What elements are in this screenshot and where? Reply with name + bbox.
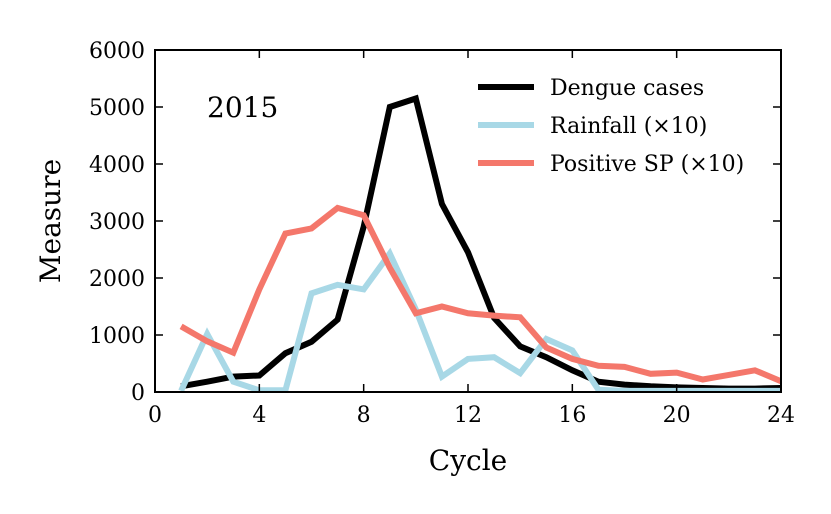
x-axis-label: Cycle	[429, 444, 507, 477]
legend: Dengue cases Rainfall (×10) Positive SP (×…	[478, 76, 744, 177]
ticks-layer: 0 4 8 12 16 20 24 0 1000 2000 3000 4000 5000 6000	[89, 39, 795, 428]
series-line-2	[179, 204, 781, 384]
x-tick-label: 12	[454, 403, 482, 428]
y-tick-label: 6000	[89, 39, 145, 64]
x-tick-label: 24	[767, 403, 795, 428]
y-tick-label: 0	[131, 381, 145, 406]
series-line-0	[180, 94, 781, 392]
x-tick-label: 0	[148, 403, 162, 428]
y-tick-label: 1000	[89, 324, 145, 349]
y-axis-label: Measure	[34, 159, 67, 283]
x-tick-label: 4	[252, 403, 266, 428]
x-tick-label: 16	[558, 403, 586, 428]
legend-label-2: Positive SP (×10)	[550, 152, 744, 177]
y-tick-label: 4000	[89, 153, 145, 178]
x-tick-label: 20	[663, 403, 691, 428]
series-line-1	[178, 247, 781, 392]
y-tick-label: 5000	[89, 96, 145, 121]
y-tick-label: 3000	[89, 210, 145, 235]
year-annotation: 2015	[207, 91, 278, 124]
series-layer	[178, 94, 781, 392]
legend-label-1: Rainfall (×10)	[550, 114, 707, 139]
x-tick-label: 8	[357, 403, 371, 428]
y-tick-label: 2000	[89, 267, 145, 292]
legend-label-0: Dengue cases	[550, 76, 704, 101]
